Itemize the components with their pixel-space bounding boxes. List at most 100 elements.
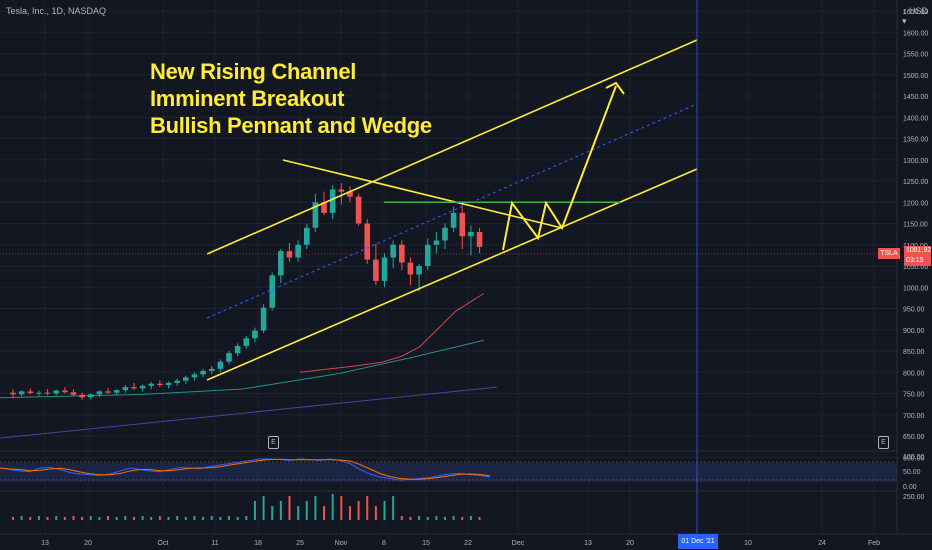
time-label: 25 — [296, 540, 304, 547]
volume-bar — [392, 496, 395, 520]
time-label: 13 — [41, 540, 49, 547]
candle-body — [312, 202, 319, 228]
volume-bar — [435, 516, 438, 520]
price-label: 1400.00 — [903, 115, 928, 122]
chart-annotation[interactable]: New Rising Channel Imminent Breakout Bul… — [150, 58, 432, 139]
time-label: Nov — [335, 540, 348, 547]
volume-bar — [89, 516, 92, 520]
volume-bar — [271, 506, 274, 520]
annotation-line-3: Bullish Pennant and Wedge — [150, 113, 432, 138]
candle-body — [27, 391, 34, 394]
candle-body — [122, 387, 129, 391]
volume-axis: 250.00 — [903, 494, 925, 501]
volume-bar — [193, 516, 196, 520]
volume-bar — [452, 516, 455, 520]
candle-body — [234, 345, 241, 354]
price-label: 1200.00 — [903, 200, 928, 207]
volume-bar — [418, 516, 421, 520]
price-label: 1600.00 — [903, 30, 928, 37]
candle-body — [79, 394, 85, 398]
volume-bar — [374, 506, 377, 520]
trend-drawings[interactable] — [206, 39, 698, 381]
oscillator-label: 0.00 — [903, 484, 917, 491]
volume-bar — [46, 517, 49, 520]
price-label: 1150.00 — [903, 222, 928, 229]
volume-bar — [12, 517, 14, 520]
time-label: Feb — [868, 540, 880, 547]
candle-body — [433, 240, 440, 245]
oscillator-label: 50.00 — [903, 469, 921, 476]
candle-body — [217, 361, 224, 369]
earnings-marker-future[interactable]: E — [878, 436, 889, 449]
candle-body — [18, 391, 25, 395]
candle-body — [174, 380, 180, 383]
oscillator-label: 100.00 — [903, 454, 925, 461]
candlestick-series — [10, 183, 483, 400]
volume-bar — [253, 501, 256, 520]
channel-upper-line — [206, 39, 698, 255]
volume-bar — [331, 494, 334, 520]
volume-bar — [132, 517, 135, 520]
volume-bar — [219, 517, 222, 520]
volume-bar — [469, 516, 472, 520]
volume-bar — [107, 516, 110, 520]
volume-bar — [72, 516, 75, 520]
time-label: Dec — [512, 540, 525, 547]
volume-bar — [279, 501, 282, 520]
time-label: 22 — [464, 540, 472, 547]
candle-body — [329, 189, 336, 213]
oscillator-band — [0, 463, 897, 482]
candle-body — [442, 227, 448, 241]
channel-lower-line — [206, 168, 698, 381]
last-price-tag: 1081.92 03:15 — [904, 246, 931, 266]
candle-body — [87, 394, 94, 398]
stochastic-oscillator — [0, 458, 897, 481]
cursor-date-tag: 01 Dec '21 — [678, 534, 718, 549]
currency-scale-toggle[interactable]: ↕ USD ▾ — [902, 6, 929, 26]
last-price-value: 1081.92 — [906, 247, 932, 254]
time-label: 10 — [744, 540, 752, 547]
price-label: 1500.00 — [903, 73, 928, 80]
earnings-marker[interactable]: E — [268, 436, 279, 449]
annotation-line-1: New Rising Channel — [150, 59, 357, 84]
price-label: 1000.00 — [903, 285, 928, 292]
volume-label: 250.00 — [903, 494, 925, 501]
candle-body — [96, 391, 103, 395]
price-label: 1050.00 — [903, 264, 928, 271]
candle-body — [321, 202, 327, 213]
candle-body — [303, 227, 310, 245]
price-label: 1550.00 — [903, 52, 928, 59]
price-label: 1650.00 — [903, 9, 928, 16]
candle-body — [269, 275, 275, 308]
candle-body — [113, 390, 120, 393]
candle-body — [243, 338, 250, 346]
price-label: 1250.00 — [903, 179, 928, 186]
candle-body — [252, 330, 258, 339]
candle-body — [278, 251, 284, 276]
symbol-title[interactable]: Tesla, Inc., 1D, NASDAQ — [6, 6, 107, 16]
candle-body — [286, 251, 293, 258]
projected-path — [502, 85, 617, 251]
time-axis[interactable]: 13 20 Oct 11 18 25 Nov 8 15 22 Dec 13 20 10 24 Feb — [41, 540, 880, 547]
price-label: 1350.00 — [903, 137, 928, 144]
candle-body — [260, 307, 267, 331]
price-label: 800.00 — [903, 370, 925, 377]
volume-bar — [63, 517, 66, 520]
volume-bar — [124, 516, 127, 520]
time-label: 20 — [626, 540, 634, 547]
volume-bar — [340, 496, 343, 520]
candle-body — [226, 353, 232, 362]
moving-average-lines — [0, 293, 498, 439]
candle-body — [390, 244, 396, 258]
candle-body — [183, 377, 189, 381]
volume-bar — [426, 517, 429, 520]
volume-bar — [158, 516, 161, 520]
volume-bar — [297, 506, 300, 520]
volume-bar — [478, 517, 481, 520]
ma-200-line — [0, 386, 498, 439]
candle-body — [36, 392, 42, 394]
time-label: Oct — [158, 540, 169, 547]
volume-bar — [228, 516, 230, 520]
time-label: 11 — [211, 540, 218, 547]
